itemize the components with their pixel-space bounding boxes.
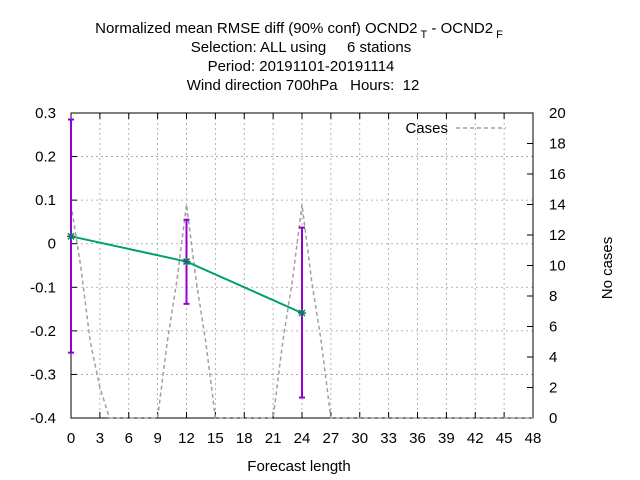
y2-tick-label: 4 (549, 349, 557, 366)
y2-axis-ticks: 0 2 4 6 8 10 12 14 16 18 20 (527, 105, 566, 427)
x-axis-label: Forecast length (247, 458, 350, 475)
y2-tick-label: 10 (549, 258, 566, 275)
title-subscript-2: F (496, 29, 503, 41)
mean-point (67, 232, 75, 241)
y-tick-label: 0.2 (35, 149, 56, 166)
x-tick-label: 30 (351, 430, 368, 447)
y-tick-label: 0 (48, 236, 56, 253)
x-tick-label: 21 (265, 430, 282, 447)
x-tick-label: 36 (409, 430, 426, 447)
y2-tick-label: 18 (549, 136, 566, 153)
y2-tick-label: 14 (549, 197, 566, 214)
y2-tick-label: 16 (549, 166, 566, 183)
y2-tick-label: 6 (549, 319, 557, 336)
x-tick-label: 9 (153, 430, 161, 447)
legend: Cases (405, 120, 506, 137)
y2-tick-label: 0 (549, 410, 557, 427)
title-line-2: Selection: ALL using 6 stations (191, 39, 411, 56)
title-line-4: Wind direction 700hPa Hours: 12 (187, 77, 420, 94)
y2-axis-label: No cases (599, 237, 616, 300)
y-tick-label: 0.1 (35, 192, 56, 209)
x-tick-label: 12 (178, 430, 195, 447)
x-axis-ticks: 0 3 6 9 12 15 18 21 24 27 30 33 36 39 42 45 48 (67, 113, 542, 447)
x-tick-label: 18 (236, 430, 253, 447)
x-tick-label: 6 (125, 430, 133, 447)
x-tick-label: 3 (96, 430, 104, 447)
y2-tick-label: 8 (549, 288, 557, 305)
title-middle: - OCND2 (427, 20, 493, 37)
y2-tick-label: 20 (549, 105, 566, 122)
y-tick-label: -0.4 (30, 410, 56, 427)
mean-point (298, 308, 306, 317)
legend-label-cases: Cases (405, 120, 448, 137)
y-tick-label: -0.2 (30, 323, 56, 340)
title-line-1: Normalized mean RMSE diff (90% conf) OCN… (95, 20, 503, 41)
x-tick-label: 15 (207, 430, 224, 447)
y-tick-label: -0.3 (30, 366, 56, 383)
grid (71, 113, 533, 418)
mean-series (67, 118, 306, 399)
x-tick-label: 27 (323, 430, 340, 447)
x-tick-label: 0 (67, 430, 75, 447)
x-tick-label: 39 (438, 430, 455, 447)
y2-tick-label: 2 (549, 380, 557, 397)
x-tick-label: 42 (467, 430, 484, 447)
cases-series (70, 204, 533, 419)
y-axis-ticks: -0.4 -0.3 -0.2 -0.1 0 0.1 0.2 0.3 (30, 105, 77, 427)
y-tick-label: -0.1 (30, 279, 56, 296)
y-tick-label: 0.3 (35, 105, 56, 122)
title-subscript-1: T (421, 29, 428, 41)
x-tick-label: 33 (380, 430, 397, 447)
title-line-3: Period: 20191101-20191114 (208, 58, 395, 75)
x-tick-label: 24 (294, 430, 311, 447)
cases-line (70, 204, 533, 419)
x-tick-label: 48 (525, 430, 542, 447)
chart-title: Normalized mean RMSE diff (90% conf) OCN… (95, 20, 503, 94)
y2-tick-label: 12 (549, 227, 566, 244)
x-tick-label: 45 (496, 430, 513, 447)
mean-point (182, 257, 191, 266)
